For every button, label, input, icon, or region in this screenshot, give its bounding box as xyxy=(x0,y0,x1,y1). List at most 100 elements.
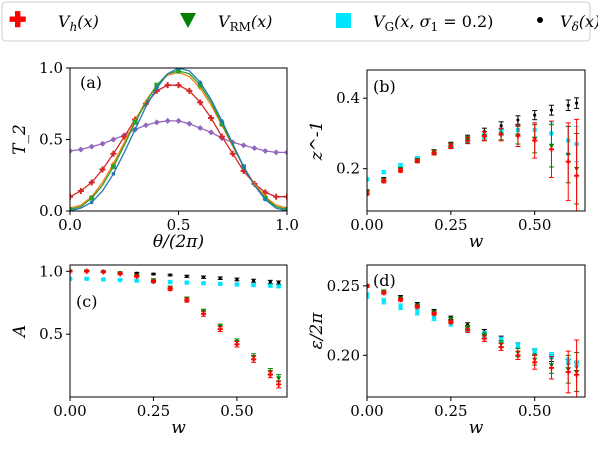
data-point xyxy=(101,277,106,282)
data-point xyxy=(498,344,504,350)
y-axis-label: ε/2π xyxy=(307,312,327,350)
data-point xyxy=(277,281,281,285)
data-point xyxy=(367,190,370,196)
x-tick-label: 0.25 xyxy=(434,402,467,420)
data-point xyxy=(415,310,420,315)
data-point xyxy=(99,140,106,147)
data-point xyxy=(498,131,504,138)
data-point xyxy=(276,381,282,388)
data-point xyxy=(251,283,256,288)
data-point xyxy=(70,276,73,281)
data-point xyxy=(70,193,73,200)
data-point xyxy=(134,273,140,279)
data-point xyxy=(200,311,207,317)
legend-label-vh: Vh(x) xyxy=(58,12,99,34)
data-point xyxy=(548,365,555,371)
data-point xyxy=(481,336,487,342)
data-point xyxy=(515,343,521,348)
data-point xyxy=(431,315,437,320)
data-point xyxy=(186,87,193,94)
legend-label-vg: VG(x, σ1 = 0.2) xyxy=(373,12,493,34)
plot-area xyxy=(367,97,580,211)
data-point xyxy=(197,99,204,106)
panel-a: 0.0 0.5 1.0 0.0 0.5 1.0 θ/(2π) T_2 (a) xyxy=(10,59,299,252)
data-point xyxy=(284,193,287,200)
data-point xyxy=(168,279,173,285)
data-point xyxy=(134,278,139,283)
data-point xyxy=(197,125,204,132)
data-point xyxy=(565,369,571,375)
data-point xyxy=(111,172,116,176)
data-point xyxy=(117,278,123,283)
data-point xyxy=(251,356,257,362)
data-point xyxy=(263,197,268,202)
y-tick-label: 0.25 xyxy=(327,277,360,295)
data-point xyxy=(465,137,471,144)
data-point xyxy=(153,87,160,94)
square-marker-icon xyxy=(336,13,351,28)
legend-entry-vg: VG(x, σ1 = 0.2) xyxy=(336,12,493,34)
data-point xyxy=(100,269,106,275)
data-point xyxy=(499,337,504,343)
data-point xyxy=(284,149,287,156)
data-point xyxy=(201,281,206,286)
data-point xyxy=(117,271,123,277)
panel-label: (d) xyxy=(373,271,396,290)
data-point xyxy=(481,133,487,139)
data-point xyxy=(88,143,95,150)
data-point xyxy=(185,274,189,278)
axes-frame xyxy=(366,69,586,212)
data-point xyxy=(548,146,555,152)
data-point xyxy=(397,297,404,303)
data-point xyxy=(532,349,537,354)
data-point xyxy=(516,118,520,122)
legend-label-vdelta: Vδ(x) xyxy=(560,12,598,34)
data-point xyxy=(151,272,156,276)
x-axis-label: θ/(2π) xyxy=(153,232,204,252)
data-point xyxy=(167,286,173,292)
data-point xyxy=(110,150,117,157)
data-point xyxy=(89,195,95,201)
y-tick-label: 0.4 xyxy=(336,89,360,107)
data-point xyxy=(155,86,159,90)
data-point xyxy=(99,166,106,173)
y-tick-label: 0.5 xyxy=(39,325,63,343)
data-point xyxy=(284,207,287,211)
data-point xyxy=(549,353,554,358)
data-point xyxy=(219,121,225,127)
data-point xyxy=(515,352,521,358)
data-point xyxy=(381,178,387,184)
data-point xyxy=(448,319,454,325)
x-tick-label: 0.00 xyxy=(350,402,383,420)
data-point xyxy=(229,150,236,157)
data-point xyxy=(240,142,247,149)
data-point xyxy=(153,119,160,126)
plot-area xyxy=(367,283,580,397)
data-point xyxy=(566,103,570,107)
x-tick-label: 0.25 xyxy=(137,402,170,420)
data-point xyxy=(70,207,73,211)
data-point xyxy=(184,297,190,303)
x-axis-label: w xyxy=(171,418,186,438)
data-point xyxy=(175,82,182,89)
data-point xyxy=(268,280,272,284)
x-tick-label: 0.50 xyxy=(518,402,551,420)
y-tick-label: 0.0 xyxy=(39,202,63,220)
data-point xyxy=(367,177,370,182)
data-point xyxy=(121,133,128,140)
data-point xyxy=(381,299,386,304)
x-axis-label: w xyxy=(469,418,484,438)
y-tick-label: 0.5 xyxy=(39,131,63,149)
data-point xyxy=(367,293,370,298)
y-axis-label: z^-1 xyxy=(307,121,327,162)
data-point xyxy=(111,164,116,170)
data-point xyxy=(381,170,386,175)
data-point xyxy=(533,113,537,117)
data-point xyxy=(201,275,206,279)
data-point xyxy=(276,376,282,381)
data-point xyxy=(176,68,181,74)
data-point xyxy=(240,167,247,174)
data-point xyxy=(70,268,73,274)
